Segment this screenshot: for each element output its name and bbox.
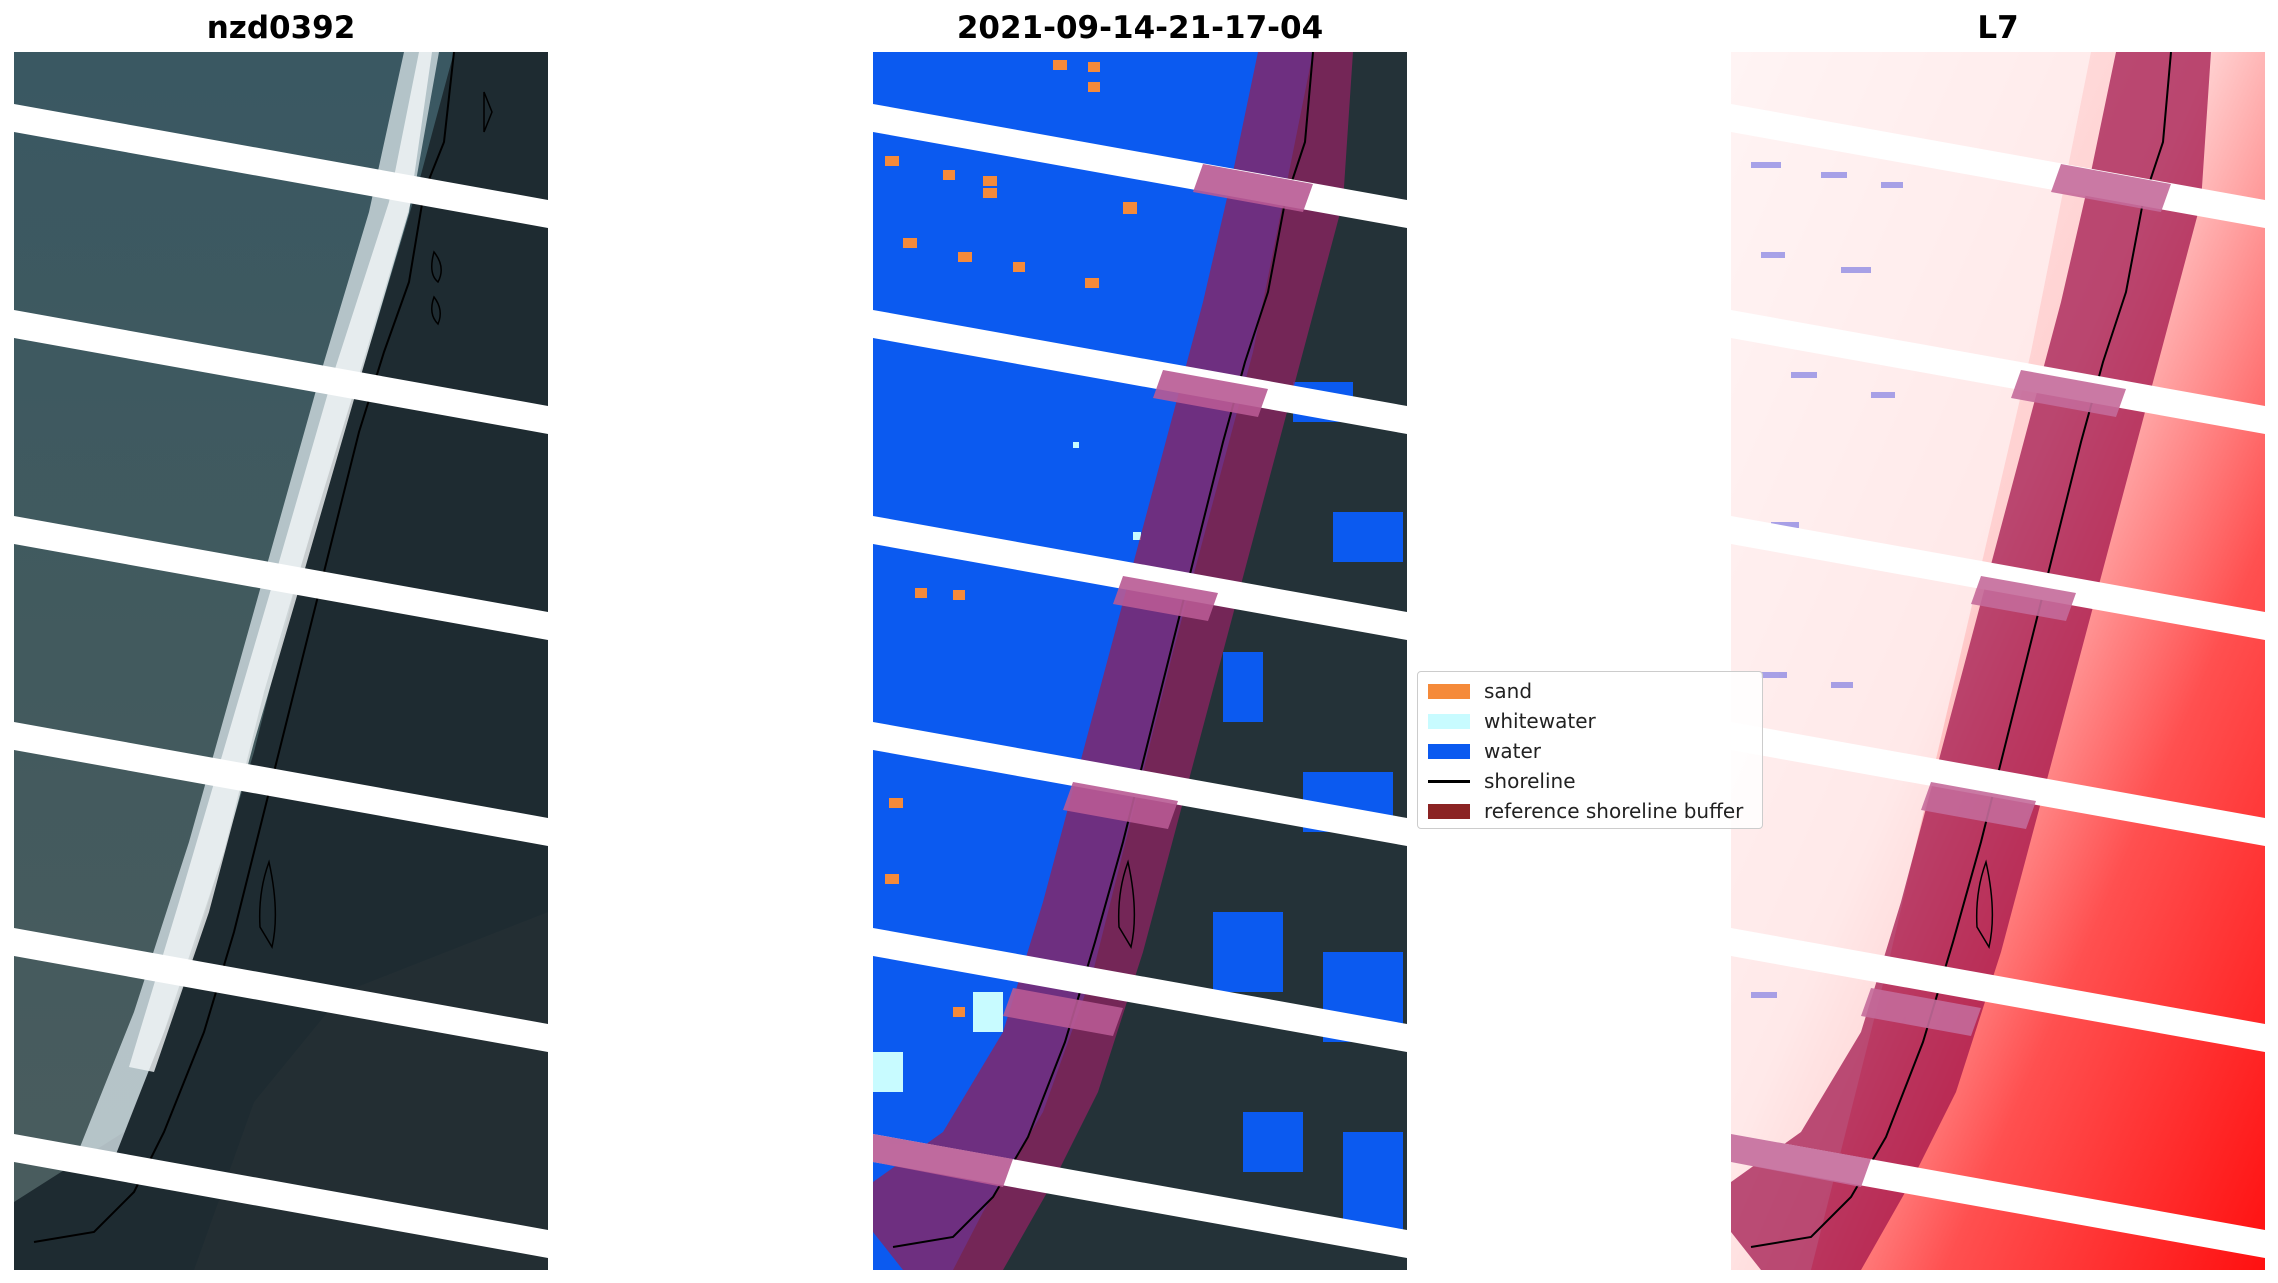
rgb-image-panel — [14, 52, 548, 1270]
legend: sand whitewater water shoreline referenc… — [1417, 671, 1763, 829]
legend-item-water: water — [1418, 738, 1762, 764]
legend-label-whitewater: whitewater — [1484, 709, 1596, 733]
index-image — [1731, 52, 2265, 1270]
legend-label-shoreline: shoreline — [1484, 769, 1576, 793]
legend-label-sand: sand — [1484, 679, 1533, 703]
legend-item-sand: sand — [1418, 678, 1762, 704]
left-panel-title: nzd0392 — [206, 10, 356, 46]
whitewater-swatch — [1428, 714, 1470, 729]
index-panel — [1731, 52, 2265, 1270]
right-panel-title: L7 — [1977, 10, 2019, 46]
legend-item-reference-buffer: reference shoreline buffer — [1418, 798, 1762, 824]
sand-swatch — [1428, 684, 1470, 699]
classified-image — [873, 52, 1407, 1270]
legend-item-whitewater: whitewater — [1418, 708, 1762, 734]
water-swatch — [1428, 744, 1470, 759]
legend-label-water: water — [1484, 739, 1541, 763]
classification-panel — [873, 52, 1407, 1270]
legend-item-shoreline: shoreline — [1418, 768, 1762, 794]
shoreline-line-swatch — [1428, 780, 1470, 783]
rgb-satellite-image — [14, 52, 548, 1270]
reference-buffer-swatch — [1428, 804, 1470, 819]
legend-label-reference-buffer: reference shoreline buffer — [1484, 799, 1744, 823]
center-panel-title: 2021-09-14-21-17-04 — [956, 10, 1324, 46]
